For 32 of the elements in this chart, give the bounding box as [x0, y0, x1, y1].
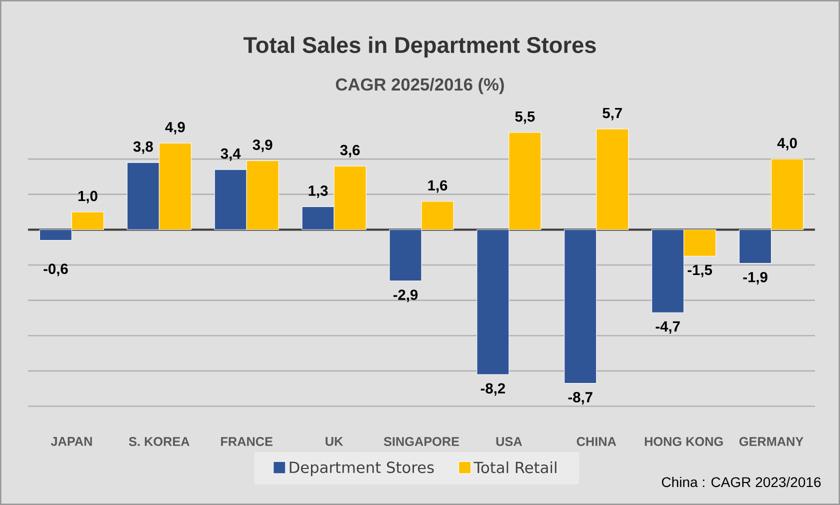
data-label: 3,4	[220, 148, 241, 161]
data-label: -8,2	[480, 383, 505, 396]
x-tick-label: JAPAN	[50, 437, 92, 446]
chart-title: Total Sales in Department Stores	[243, 36, 596, 58]
data-label: -8,7	[568, 392, 592, 405]
data-label: 5,5	[515, 111, 535, 124]
x-tick-label: GERMANY	[739, 437, 804, 446]
data-label: 4,9	[165, 122, 185, 134]
x-tick-label: USA	[496, 437, 522, 446]
x-tick-label: HONG KONG	[644, 437, 723, 446]
data-label: 3,9	[252, 140, 272, 152]
data-label: -2,9	[393, 290, 418, 302]
legend-label: Department Stores	[290, 462, 434, 476]
x-tick-label: CHINA	[576, 437, 616, 446]
data-label: -0,6	[44, 264, 68, 276]
data-label: 3,6	[340, 144, 360, 158]
chart-subtitle: CAGR 2025/2016 (%)	[336, 78, 504, 94]
data-label: 5,7	[602, 108, 622, 120]
data-label: 1,6	[428, 180, 448, 193]
x-tick-label: S. KOREA	[128, 437, 190, 446]
x-tick-label: UK	[326, 437, 344, 446]
legend-label: Total Retail	[474, 461, 556, 474]
data-label: -1,5	[688, 264, 712, 278]
data-label: 3,8	[133, 141, 153, 154]
data-label: 1,3	[308, 186, 328, 198]
data-label: 1,0	[78, 190, 98, 204]
text: China : CAGR 2023/2016	[662, 476, 821, 488]
data-label: 4,0	[777, 138, 797, 150]
data-label: -4,7	[656, 321, 680, 334]
x-tick-label: SINGAPORE	[384, 437, 460, 446]
data-label: -1,9	[743, 272, 768, 284]
x-tick-label: FRANCE	[221, 437, 273, 446]
